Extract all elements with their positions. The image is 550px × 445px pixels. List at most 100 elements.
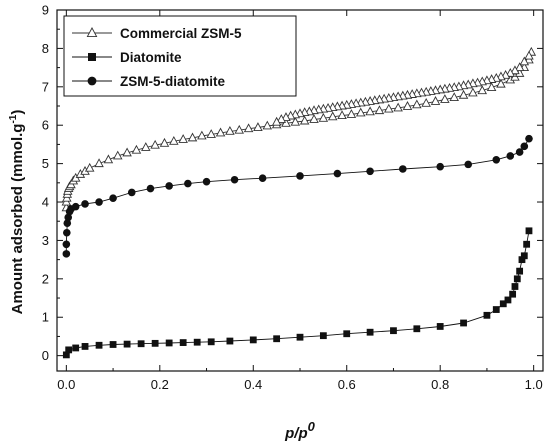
data-point <box>137 340 145 348</box>
y-tick-label: 3 <box>42 233 49 248</box>
data-point <box>206 129 216 138</box>
data-point <box>399 165 407 173</box>
x-tick-label: 0.2 <box>151 377 169 392</box>
y-axis-label: Amount adsorbed (mmol.g-1) <box>8 110 26 315</box>
data-point <box>151 339 159 347</box>
data-point <box>281 112 291 121</box>
data-point <box>258 174 267 183</box>
y-tick-label: 2 <box>42 271 49 286</box>
data-point <box>374 105 385 115</box>
data-point <box>197 130 207 140</box>
y-tick-label: 1 <box>42 310 49 325</box>
data-point <box>290 116 301 126</box>
data-point <box>296 172 304 180</box>
data-point <box>514 62 525 72</box>
legend-label: ZSM-5-diatomite <box>120 74 225 89</box>
data-point <box>81 200 89 208</box>
legend-box <box>63 15 297 97</box>
data-point <box>346 109 357 118</box>
data-point <box>207 338 215 346</box>
data-point <box>402 101 413 110</box>
y-tick-label: 6 <box>42 118 49 133</box>
data-point <box>165 182 173 190</box>
y-tick-label: 5 <box>42 156 49 171</box>
data-point <box>202 177 211 186</box>
data-point <box>226 337 234 345</box>
x-tick-label: 0.6 <box>338 377 356 392</box>
data-point <box>366 328 374 336</box>
axes-layer: 0 1 2 3 4 5 6 7 8 9 0.0 0.2 0.4 0.6 0.8 1.0 <box>42 3 543 392</box>
data-point <box>511 283 519 290</box>
data-point <box>234 124 245 134</box>
data-point <box>62 240 71 249</box>
legend-marker <box>86 27 98 38</box>
data-point <box>436 323 444 330</box>
legend-label: Diatomite <box>120 50 182 65</box>
data-point <box>525 227 533 235</box>
data-point <box>504 296 512 304</box>
x-axis-label: p/p0 <box>284 419 316 442</box>
data-point <box>477 85 488 95</box>
data-point <box>193 338 201 346</box>
data-point <box>390 327 397 335</box>
data-point <box>393 102 403 112</box>
y-tick-label: 4 <box>42 195 49 210</box>
data-point <box>440 94 450 103</box>
y-tick-label: 0 <box>42 348 49 363</box>
data-point <box>64 213 73 222</box>
data-point <box>355 107 366 117</box>
data-point <box>62 351 70 359</box>
data-point <box>123 340 131 348</box>
data-point <box>95 341 103 349</box>
data-point <box>458 89 469 99</box>
data-point <box>63 228 71 237</box>
data-point <box>412 99 422 109</box>
x-tick-label: 0.4 <box>244 377 262 392</box>
data-point <box>262 120 273 130</box>
data-point <box>496 78 506 88</box>
data-point <box>327 111 338 121</box>
data-point <box>109 194 117 202</box>
x-tick-label: 0.8 <box>431 377 449 392</box>
data-point <box>520 142 529 151</box>
data-point <box>366 167 374 176</box>
x-tick-label: 0.0 <box>57 377 75 392</box>
data-point <box>525 134 533 143</box>
data-point <box>333 169 342 178</box>
data-point <box>499 300 507 308</box>
data-point <box>62 250 71 258</box>
data-point <box>178 134 188 143</box>
data-point <box>483 311 491 319</box>
data-point <box>505 68 516 77</box>
data-point <box>127 188 136 197</box>
data-point <box>122 147 132 157</box>
data-point <box>72 344 80 352</box>
data-point <box>421 97 431 107</box>
data-point <box>337 110 347 120</box>
data-point <box>468 87 478 97</box>
data-point <box>384 103 394 113</box>
data-point <box>179 339 187 346</box>
series-circle <box>62 134 533 258</box>
data-point <box>299 115 310 125</box>
data-point <box>464 160 473 169</box>
data-point <box>249 336 257 344</box>
data-point <box>184 179 192 188</box>
data-point <box>519 56 530 66</box>
data-point <box>215 127 226 137</box>
data-point <box>436 162 444 171</box>
data-point <box>296 333 304 341</box>
data-point <box>131 144 142 154</box>
data-point <box>94 158 104 168</box>
legend: Commercial ZSM-5 Diatomite ZSM-5-diatomite <box>63 15 297 97</box>
data-point <box>253 122 263 131</box>
data-point <box>65 346 73 354</box>
data-point <box>71 202 80 211</box>
y-tick-label: 9 <box>42 3 49 18</box>
series-line <box>65 138 530 254</box>
data-point <box>413 325 421 333</box>
x-tick-label: 1.0 <box>525 377 543 392</box>
data-point <box>109 341 117 348</box>
data-point <box>63 219 72 227</box>
data-point <box>523 240 531 248</box>
